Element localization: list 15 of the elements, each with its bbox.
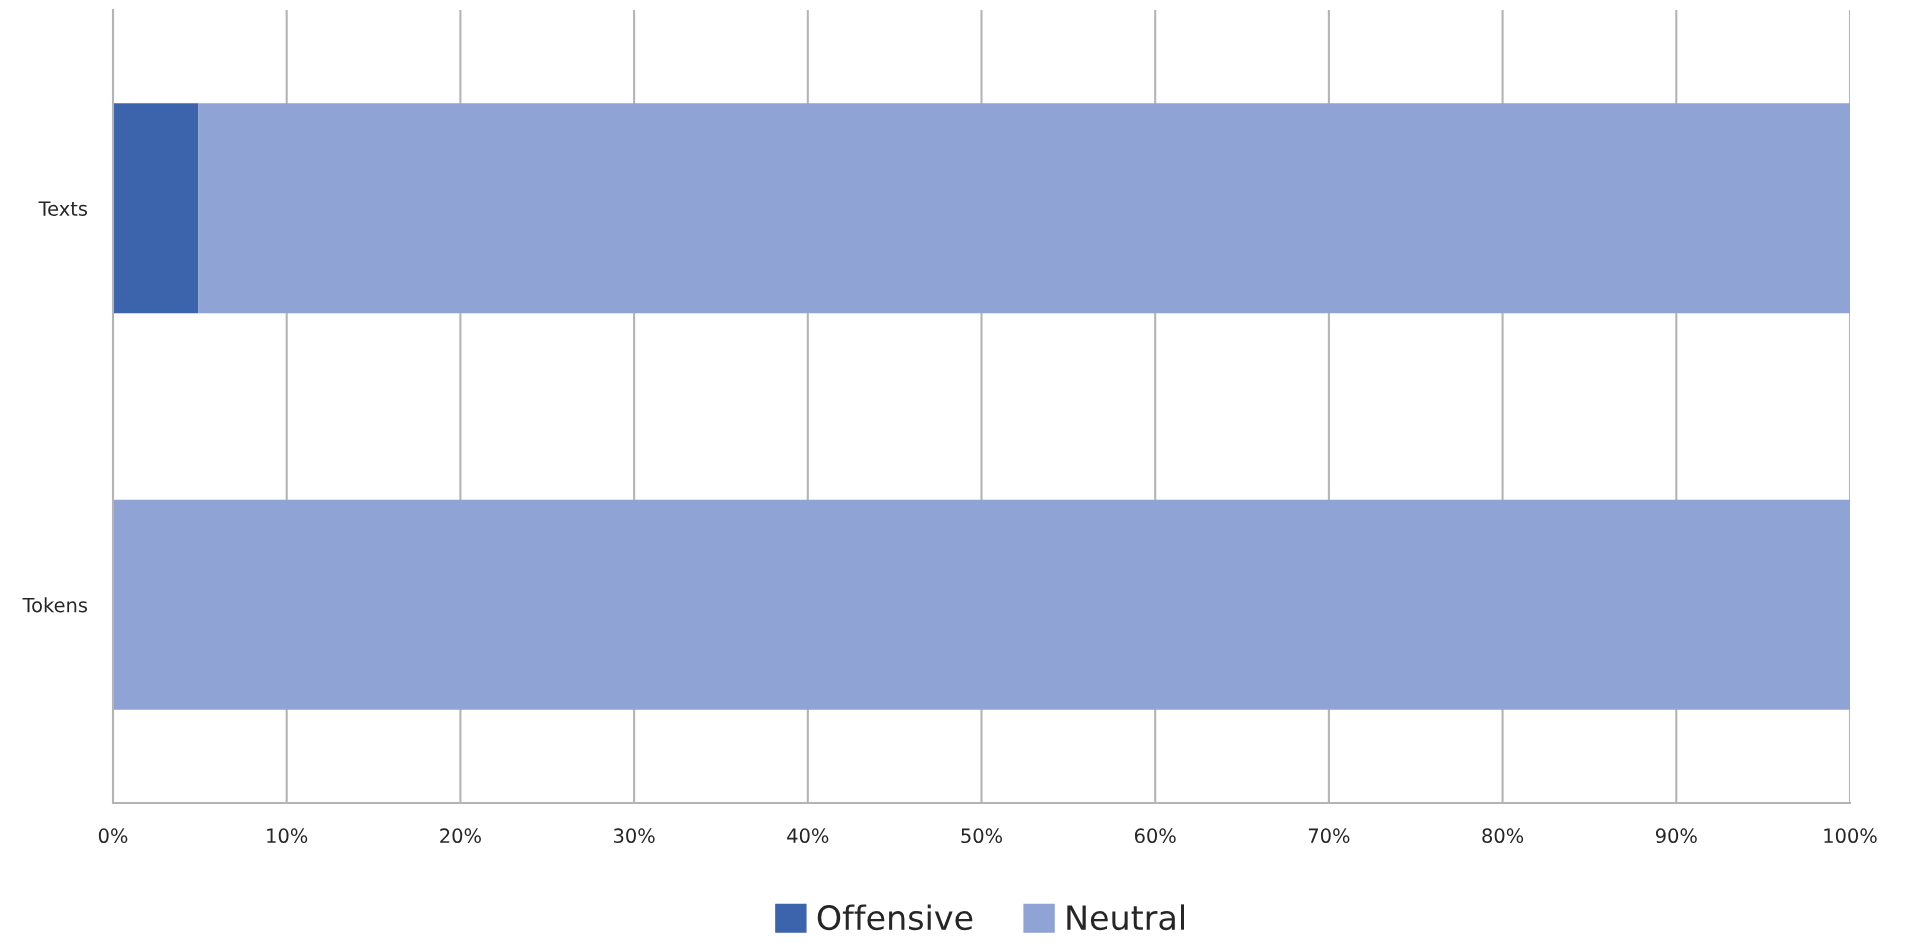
x-tick-label: 70% [1308, 828, 1350, 844]
y-tick-label: Tokens [22, 597, 88, 613]
legend-label: Offensive [817, 904, 973, 931]
x-tick-label: 40% [787, 828, 829, 844]
x-tick-label: 50% [961, 828, 1003, 844]
x-tick-label: 80% [1482, 828, 1524, 844]
x-tick-label: 30% [613, 828, 655, 844]
x-tick-label: 0% [98, 828, 128, 844]
x-tick-label: 20% [440, 828, 481, 844]
x-tick-label: 100% [1824, 828, 1877, 844]
y-tick-label: Texts [38, 201, 88, 216]
legend-label: Neutral [1067, 904, 1184, 931]
x-tick-label: 10% [267, 828, 308, 844]
x-tick-label: 90% [1655, 828, 1697, 844]
x-tick-label: 60% [1134, 828, 1176, 844]
